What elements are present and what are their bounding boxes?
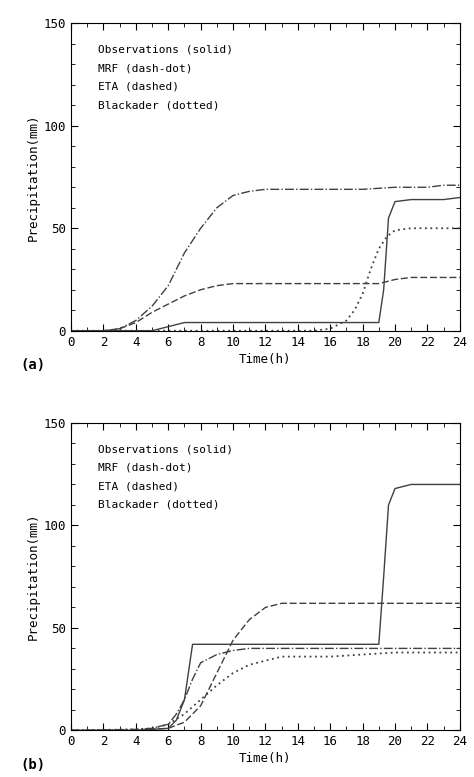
- Text: Observations (solid): Observations (solid): [98, 444, 233, 455]
- Text: ETA (dashed): ETA (dashed): [98, 82, 179, 92]
- Text: MRF (dash-dot): MRF (dash-dot): [98, 63, 193, 73]
- Text: Blackader (dotted): Blackader (dotted): [98, 100, 220, 110]
- Text: (a): (a): [20, 358, 46, 372]
- Text: (b): (b): [20, 758, 46, 772]
- Text: ETA (dashed): ETA (dashed): [98, 482, 179, 491]
- X-axis label: Time(h): Time(h): [239, 752, 292, 765]
- X-axis label: Time(h): Time(h): [239, 353, 292, 366]
- Y-axis label: Precipitation(mm): Precipitation(mm): [27, 113, 39, 241]
- Text: Observations (solid): Observations (solid): [98, 45, 233, 55]
- Text: Blackader (dotted): Blackader (dotted): [98, 500, 220, 510]
- Text: MRF (dash-dot): MRF (dash-dot): [98, 463, 193, 473]
- Y-axis label: Precipitation(mm): Precipitation(mm): [27, 513, 39, 640]
